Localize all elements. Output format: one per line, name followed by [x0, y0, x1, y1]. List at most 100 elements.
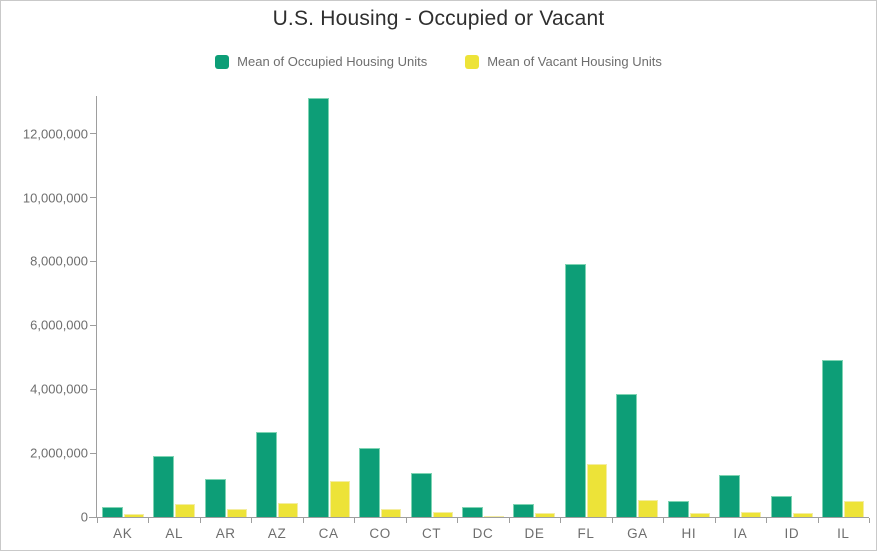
- y-axis-line: [96, 96, 97, 517]
- vacant-swatch-icon: [465, 54, 480, 69]
- bar-group-HI: [663, 96, 714, 517]
- bar-occupied-CT[interactable]: [410, 473, 432, 517]
- bar-occupied-CO[interactable]: [359, 448, 381, 517]
- x-label-AK: AK: [113, 526, 133, 541]
- x-boundary-tick: [560, 518, 562, 523]
- bar-group-ID: [766, 96, 817, 517]
- bar-vacant-AR[interactable]: [226, 509, 247, 517]
- bar-vacant-IL[interactable]: [844, 501, 865, 517]
- x-label-AL: AL: [165, 526, 184, 541]
- x-axis-labels: AK AL AR AZ CA CO CT DC DE FL GA HI IA ID IL: [97, 526, 869, 541]
- y-label-8000000: 8,000,000: [30, 253, 88, 269]
- x-boundary-tick: [869, 518, 870, 523]
- bar-chart-plot-area: 0 2,000,000 4,000,000 6,000,000 8,000,000 10,…: [23, 96, 870, 541]
- y-label-12000000: 12,000,000: [22, 126, 88, 142]
- bar-vacant-AL[interactable]: [175, 504, 196, 517]
- y-tick-6000000: [90, 324, 96, 326]
- bar-occupied-IA[interactable]: [719, 475, 741, 517]
- bar-group-CA: [303, 96, 354, 517]
- y-tick-2000000: [90, 452, 96, 454]
- y-tick-0: [90, 516, 96, 518]
- bar-group-GA: [612, 96, 663, 517]
- x-boundary-tick: [714, 518, 716, 523]
- bar-group-AK: [97, 96, 148, 517]
- bar-vacant-FL[interactable]: [586, 464, 607, 517]
- y-tick-12000000: [90, 133, 96, 135]
- x-boundary-tick: [457, 518, 459, 523]
- bar-vacant-DE[interactable]: [535, 513, 556, 517]
- y-tick-8000000: [90, 260, 96, 262]
- bar-vacant-CO[interactable]: [381, 509, 402, 517]
- chart-legend: Mean of Occupied Housing Units Mean of V…: [1, 54, 876, 69]
- bar-occupied-CA[interactable]: [307, 98, 329, 517]
- bar-vacant-AZ[interactable]: [278, 503, 299, 517]
- y-tick-10000000: [90, 197, 96, 199]
- bar-occupied-FL[interactable]: [564, 264, 586, 517]
- x-boundary-tick: [97, 518, 98, 523]
- x-label-CA: CA: [318, 526, 339, 541]
- bar-occupied-AK[interactable]: [101, 507, 123, 517]
- bar-vacant-AK[interactable]: [123, 514, 144, 517]
- bar-occupied-GA[interactable]: [616, 394, 638, 517]
- x-label-DC: DC: [472, 526, 494, 541]
- x-boundary-tick: [405, 518, 407, 523]
- x-boundary-tick: [508, 518, 510, 523]
- bar-vacant-DC[interactable]: [484, 516, 505, 517]
- bar-vacant-CA[interactable]: [329, 481, 350, 517]
- bar-vacant-CT[interactable]: [432, 512, 453, 517]
- bar-group-AR: [200, 96, 251, 517]
- bar-vacant-IA[interactable]: [741, 512, 762, 517]
- bar-occupied-DC[interactable]: [462, 507, 484, 517]
- x-label-FL: FL: [577, 526, 595, 541]
- x-boundary-tick: [766, 518, 768, 523]
- occupied-swatch-icon: [215, 54, 230, 69]
- bar-group-DC: [457, 96, 508, 517]
- x-label-AR: AR: [215, 526, 236, 541]
- x-label-IA: IA: [733, 526, 748, 541]
- legend-label-vacant: Mean of Vacant Housing Units: [487, 54, 662, 69]
- bar-occupied-HI[interactable]: [667, 501, 689, 517]
- x-boundary-tick: [817, 518, 819, 523]
- bar-occupied-AL[interactable]: [153, 456, 175, 517]
- x-boundary-tick: [199, 518, 201, 523]
- bar-group-FL: [560, 96, 611, 517]
- x-label-IL: IL: [837, 526, 850, 541]
- bar-occupied-DE[interactable]: [513, 504, 535, 517]
- bar-occupied-AR[interactable]: [204, 479, 226, 517]
- x-boundary-tick: [148, 518, 150, 523]
- bar-vacant-GA[interactable]: [638, 500, 659, 517]
- x-label-ID: ID: [784, 526, 800, 541]
- y-label-6000000: 6,000,000: [30, 317, 88, 333]
- bar-group-AZ: [251, 96, 302, 517]
- x-label-CO: CO: [369, 526, 391, 541]
- legend-label-occupied: Mean of Occupied Housing Units: [237, 54, 428, 69]
- y-label-4000000: 4,000,000: [30, 381, 88, 397]
- chart-title: U.S. Housing - Occupied or Vacant: [272, 7, 605, 30]
- bar-group-CO: [354, 96, 405, 517]
- bar-group-DE: [509, 96, 560, 517]
- x-label-HI: HI: [681, 526, 697, 541]
- bar-occupied-IL[interactable]: [822, 360, 844, 517]
- x-label-AZ: AZ: [267, 526, 287, 541]
- bar-group-AL: [148, 96, 199, 517]
- bar-occupied-ID[interactable]: [770, 496, 792, 517]
- x-label-CT: CT: [421, 526, 442, 541]
- bar-group-IA: [715, 96, 766, 517]
- bar-groups: [97, 96, 869, 517]
- y-label-10000000: 10,000,000: [22, 190, 88, 206]
- x-label-GA: GA: [627, 526, 648, 541]
- y-tick-4000000: [90, 388, 96, 390]
- x-boundary-tick: [354, 518, 356, 523]
- legend-item-vacant[interactable]: Mean of Vacant Housing Units: [465, 54, 662, 69]
- bar-vacant-HI[interactable]: [689, 513, 710, 517]
- x-label-DE: DE: [524, 526, 545, 541]
- x-boundary-tick: [251, 518, 253, 523]
- x-axis-line: [89, 517, 869, 518]
- bar-occupied-AZ[interactable]: [256, 432, 278, 517]
- bar-group-CT: [406, 96, 457, 517]
- y-label-0: 0: [80, 509, 88, 525]
- bar-vacant-ID[interactable]: [792, 513, 813, 517]
- x-boundary-tick: [302, 518, 304, 523]
- legend-item-occupied[interactable]: Mean of Occupied Housing Units: [215, 54, 427, 69]
